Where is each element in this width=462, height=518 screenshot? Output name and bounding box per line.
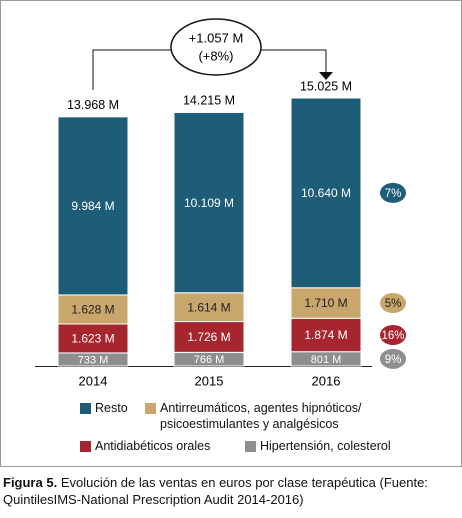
growth-badge bbox=[380, 324, 406, 345]
legend-label: Antirreumáticos, agentes hipnóticos/ psi… bbox=[160, 401, 362, 431]
legend-label: Hipertensión, colesterol bbox=[260, 439, 391, 453]
value-label: 1.710 M bbox=[304, 296, 347, 310]
annotation-connector bbox=[92, 49, 171, 90]
x-tick-label: 2014 bbox=[79, 373, 108, 388]
value-label: 1.726 M bbox=[187, 330, 230, 344]
growth-label: 7% bbox=[385, 188, 402, 200]
annotation-text: (+8%) bbox=[198, 48, 233, 63]
legend-swatch bbox=[80, 403, 91, 414]
value-label: 1.874 M bbox=[304, 328, 347, 342]
value-label: 766 M bbox=[194, 354, 225, 366]
total-label: 13.968 M bbox=[67, 98, 119, 112]
legend-label: Antidiabéticos orales bbox=[95, 439, 211, 453]
value-label: 9.984 M bbox=[71, 199, 114, 213]
growth-label: 5% bbox=[385, 298, 402, 310]
value-label: 10.109 M bbox=[184, 196, 234, 210]
legend-swatch bbox=[245, 441, 256, 452]
bar-segment bbox=[57, 116, 129, 296]
value-label: 1.623 M bbox=[71, 332, 114, 346]
growth-badge bbox=[380, 293, 406, 314]
legend-item: Antidiabéticos orales bbox=[80, 438, 255, 454]
value-label: 1.614 M bbox=[187, 300, 230, 314]
bar-segment bbox=[290, 287, 362, 319]
value-label: 733 M bbox=[78, 354, 109, 366]
legend-label: Resto bbox=[95, 401, 128, 415]
bar-segment bbox=[57, 294, 129, 325]
bar-segment bbox=[290, 97, 362, 289]
legend-item: Antirreumáticos, agentes hipnóticos/ psi… bbox=[145, 400, 420, 432]
caption: Figura 5. Evolución de las ventas en eur… bbox=[3, 474, 459, 508]
x-tick-label: 2015 bbox=[195, 373, 224, 388]
legend-swatch bbox=[145, 403, 156, 414]
total-label: 15.025 M bbox=[300, 79, 352, 93]
annotation-text: +1.057 M bbox=[189, 30, 244, 45]
legend-item: Resto bbox=[80, 400, 155, 416]
growth-badge bbox=[380, 348, 406, 369]
caption-text: Evolución de las ventas en euros por cla… bbox=[3, 475, 428, 507]
annotation-arrow bbox=[319, 72, 333, 80]
chart: +1.057 M (+8%) 2014 733 M 1.623 M 1.628 M 9.… bbox=[0, 0, 462, 467]
growth-badge bbox=[380, 182, 406, 203]
caption-label: Figura 5. bbox=[3, 475, 58, 490]
annotation-bubble bbox=[170, 18, 262, 76]
total-label: 14.215 M bbox=[183, 94, 235, 108]
annotation-connector bbox=[261, 49, 327, 72]
legend-item: Hipertensión, colesterol bbox=[245, 438, 460, 454]
growth-label: 9% bbox=[385, 354, 402, 366]
growth-label: 16% bbox=[381, 330, 404, 342]
legend-swatch bbox=[80, 441, 91, 452]
bar-segment bbox=[290, 317, 362, 353]
value-label: 1.628 M bbox=[71, 303, 114, 317]
bar-segment bbox=[173, 111, 245, 294]
value-label: 801 M bbox=[311, 354, 342, 366]
x-tick-label: 2016 bbox=[312, 373, 341, 388]
value-label: 10.640 M bbox=[301, 186, 351, 200]
